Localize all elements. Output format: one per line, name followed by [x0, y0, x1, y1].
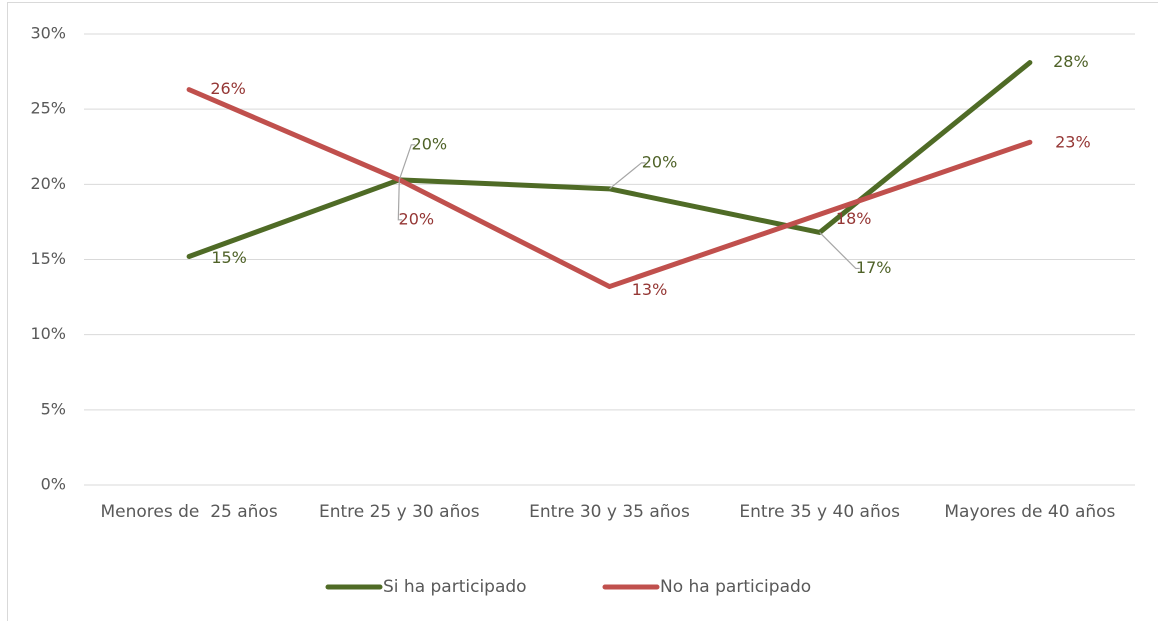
y-tick-label: 15%: [30, 249, 66, 268]
series-line: [189, 63, 1030, 257]
y-tick-label: 20%: [30, 174, 66, 193]
x-tick-label: Entre 25 y 30 años: [294, 501, 504, 523]
y-tick-label: 30%: [30, 24, 66, 43]
data-label: 26%: [210, 79, 246, 98]
data-label: 20%: [642, 152, 678, 171]
chart-border: [8, 3, 1158, 622]
data-label: 13%: [632, 280, 668, 299]
data-label: 20%: [399, 209, 435, 228]
y-tick-label: 0%: [41, 475, 66, 494]
data-label: 15%: [211, 248, 247, 267]
x-tick-label: Entre 30 y 35 años: [504, 501, 714, 523]
legend-label: No ha participado: [660, 577, 811, 597]
leader-line: [820, 232, 860, 268]
data-label: 28%: [1053, 52, 1089, 71]
data-label: 17%: [856, 258, 892, 277]
data-label: 20%: [412, 134, 448, 153]
x-tick-label: Menores de 25 años: [84, 501, 294, 523]
data-label: 18%: [836, 209, 872, 228]
legend-label: Si ha participado: [383, 577, 527, 597]
y-tick-label: 25%: [30, 99, 66, 118]
y-tick-label: 5%: [41, 399, 66, 418]
x-tick-label: Mayores de 40 años: [925, 501, 1135, 523]
leader-line: [610, 163, 646, 189]
y-tick-label: 10%: [30, 324, 66, 343]
x-tick-label: Entre 35 y 40 años: [715, 501, 925, 523]
data-label: 23%: [1055, 133, 1091, 152]
